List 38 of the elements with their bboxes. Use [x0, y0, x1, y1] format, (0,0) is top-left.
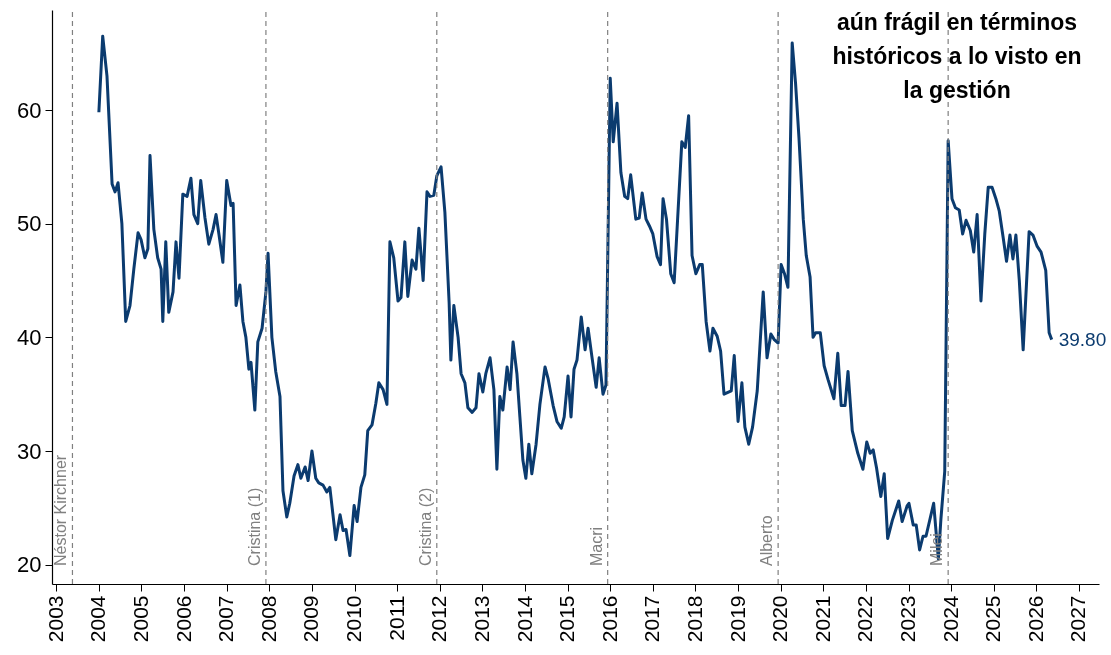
- ref-line-label: Macri: [587, 526, 605, 566]
- ref-line-label: Milei: [928, 533, 946, 566]
- x-tick-label: 2015: [555, 595, 579, 643]
- x-tick-label: 2007: [214, 595, 238, 643]
- x-tick-label: 2018: [682, 595, 706, 643]
- ref-line-label: Cristina (1): [245, 487, 263, 566]
- annotation: 39.80: [1058, 328, 1107, 350]
- x-tick-label: 2019: [725, 595, 749, 643]
- ref-line-label: Cristina (2): [416, 487, 434, 566]
- x-tick-label: 2020: [768, 595, 792, 643]
- annotation: aún frágil en términos históricos a lo visto en la gestión: [832, 9, 1082, 103]
- y-tick-label: 50: [17, 211, 42, 237]
- x-tick-label: 2016: [597, 595, 621, 643]
- x-tick-label: 2013: [469, 595, 493, 643]
- x-tick-label: 2022: [853, 595, 877, 643]
- x-tick-label: 2027: [1066, 595, 1090, 643]
- x-tick-label: 2010: [342, 595, 366, 643]
- y-tick-label: 60: [17, 97, 42, 123]
- x-tick-label: 2014: [512, 595, 536, 643]
- y-tick-label: 20: [17, 552, 42, 578]
- x-tick-label: 2026: [1023, 595, 1047, 643]
- x-tick-label: 2021: [810, 595, 834, 643]
- x-tick-label: 2006: [171, 595, 195, 643]
- x-tick-label: 2004: [86, 595, 110, 643]
- x-tick-label: 2005: [128, 595, 152, 643]
- ref-line-label: Néstor Kirchner: [52, 454, 70, 566]
- ref-line-label: Alberto: [758, 515, 776, 566]
- y-tick-label: 30: [17, 438, 42, 464]
- y-tick-label: 40: [17, 324, 42, 350]
- x-tick-label: 2023: [896, 595, 920, 643]
- x-tick-label: 2025: [981, 595, 1005, 643]
- x-tick-label: 2008: [256, 595, 280, 643]
- x-tick-label: 2009: [299, 595, 323, 643]
- x-tick-label: 2003: [43, 595, 67, 643]
- x-tick-label: 2017: [640, 595, 664, 643]
- x-tick-label: 2012: [427, 595, 451, 643]
- x-tick-label: 2024: [938, 595, 962, 643]
- x-tick-label: 2011: [384, 595, 408, 641]
